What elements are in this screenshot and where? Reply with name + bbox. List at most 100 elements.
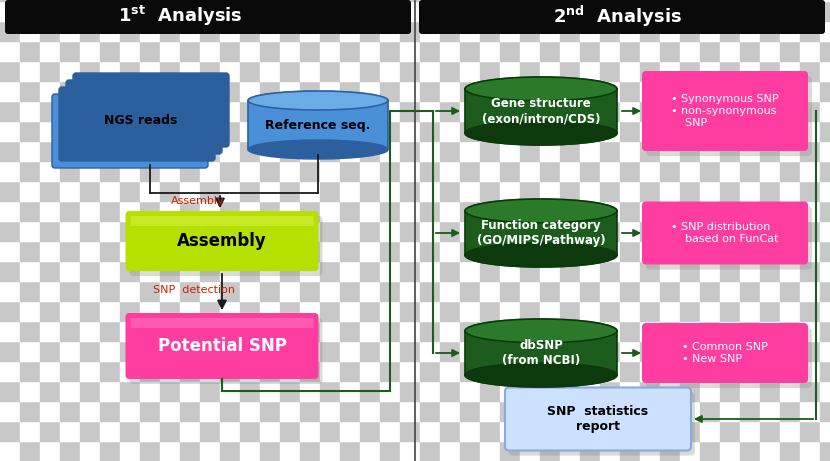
Bar — [440, 201, 460, 221]
Bar — [760, 441, 780, 461]
Bar — [540, 341, 560, 361]
Bar — [20, 1, 40, 21]
Bar — [660, 101, 680, 121]
Bar — [200, 401, 220, 421]
Bar — [360, 381, 380, 401]
Bar — [460, 0, 480, 1]
Bar — [540, 181, 560, 201]
Bar — [20, 221, 40, 241]
Bar — [540, 301, 560, 321]
Bar — [740, 121, 760, 141]
Bar — [320, 221, 340, 241]
Bar — [300, 161, 320, 181]
Bar — [720, 81, 740, 101]
Bar — [480, 41, 500, 61]
Bar — [160, 421, 180, 441]
Bar — [820, 121, 830, 141]
Bar — [0, 421, 20, 441]
Bar — [520, 21, 540, 41]
Bar — [560, 1, 580, 21]
Bar — [700, 0, 720, 1]
Bar — [680, 181, 700, 201]
Bar — [700, 321, 720, 341]
Bar — [500, 21, 520, 41]
Bar — [500, 201, 520, 221]
Bar — [400, 0, 420, 1]
Bar — [20, 241, 40, 261]
Bar — [780, 181, 800, 201]
Bar — [560, 401, 580, 421]
Bar — [220, 121, 240, 141]
Bar — [520, 161, 540, 181]
Bar — [20, 281, 40, 301]
Bar — [380, 341, 400, 361]
Bar — [500, 381, 520, 401]
Bar — [180, 101, 200, 121]
Bar — [400, 101, 420, 121]
Bar — [360, 161, 380, 181]
Bar — [20, 141, 40, 161]
Bar — [500, 1, 520, 21]
Bar — [620, 1, 640, 21]
Bar — [480, 161, 500, 181]
Bar — [220, 61, 240, 81]
Bar — [440, 1, 460, 21]
Bar — [600, 401, 620, 421]
Bar — [0, 261, 20, 281]
Bar — [320, 421, 340, 441]
Bar — [240, 361, 260, 381]
Bar — [140, 161, 160, 181]
Bar — [260, 361, 280, 381]
Bar — [740, 101, 760, 121]
Bar — [780, 261, 800, 281]
Bar — [200, 181, 220, 201]
Bar — [180, 0, 200, 1]
Bar — [480, 181, 500, 201]
Bar — [60, 321, 80, 341]
Bar — [600, 281, 620, 301]
FancyBboxPatch shape — [505, 388, 691, 450]
Bar — [420, 201, 440, 221]
Bar — [200, 141, 220, 161]
Bar — [340, 341, 360, 361]
Bar — [600, 41, 620, 61]
Bar — [740, 0, 760, 1]
Bar — [460, 241, 480, 261]
Bar — [480, 0, 500, 1]
Bar — [820, 401, 830, 421]
Bar — [220, 41, 240, 61]
Bar — [180, 281, 200, 301]
Bar — [540, 421, 560, 441]
Bar — [240, 21, 260, 41]
Bar — [100, 1, 120, 21]
Bar — [420, 121, 440, 141]
Bar — [420, 301, 440, 321]
Bar — [220, 161, 240, 181]
Bar — [720, 421, 740, 441]
Bar — [465, 89, 617, 133]
Bar — [680, 241, 700, 261]
Bar — [360, 361, 380, 381]
Bar — [780, 141, 800, 161]
Bar — [220, 281, 240, 301]
Bar — [660, 281, 680, 301]
Bar — [520, 181, 540, 201]
Bar — [460, 81, 480, 101]
Bar — [40, 41, 60, 61]
Bar — [800, 261, 820, 281]
Bar — [200, 281, 220, 301]
Bar — [520, 441, 540, 461]
Bar — [220, 0, 240, 1]
Bar — [40, 441, 60, 461]
Bar — [440, 381, 460, 401]
Bar — [580, 321, 600, 341]
Bar — [360, 441, 380, 461]
Bar — [320, 321, 340, 341]
Bar — [340, 1, 360, 21]
Bar — [760, 341, 780, 361]
Bar — [480, 281, 500, 301]
Bar — [820, 441, 830, 461]
Bar — [580, 281, 600, 301]
Bar — [680, 441, 700, 461]
Bar — [520, 41, 540, 61]
